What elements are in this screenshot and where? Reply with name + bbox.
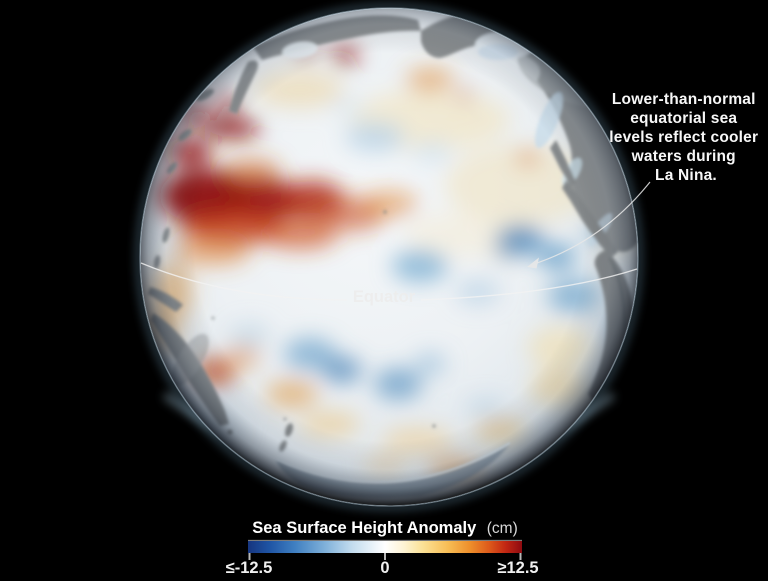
limb-darkening [140, 8, 638, 506]
annotation-line-1: Lower-than-normal [612, 91, 756, 108]
equator-line-right [420, 268, 638, 301]
colorbar-label-mid: 0 [380, 559, 389, 577]
equator-label: Equator [353, 288, 416, 306]
equator-line-left [140, 262, 348, 301]
colorbar-label-max: ≥12.5 [497, 559, 538, 577]
colorbar [248, 541, 522, 553]
legend-title-unit: (cm) [487, 520, 518, 537]
globe [140, 8, 638, 506]
globe-rim [139, 7, 639, 507]
legend-title: Sea Surface Height Anomaly (cm) [252, 519, 518, 537]
annotation-line-4: waters during [631, 148, 736, 165]
equator-overlay: Equator [140, 262, 638, 306]
annotation-text: Lower-than-normal equatorial sea levels … [609, 91, 762, 184]
colorbar-label-min: ≤-12.5 [226, 559, 273, 577]
annotation-arrow [527, 181, 651, 269]
annotation-line-3: levels reflect cooler [609, 129, 758, 146]
annotation-line-5: La Nina. [655, 167, 717, 184]
arrowhead-icon [527, 257, 539, 269]
legend: Sea Surface Height Anomaly (cm) ≤-12.5 0… [226, 519, 539, 577]
annotation-line-2: equatorial sea [630, 110, 737, 127]
legend-title-main: Sea Surface Height Anomaly [252, 519, 477, 537]
